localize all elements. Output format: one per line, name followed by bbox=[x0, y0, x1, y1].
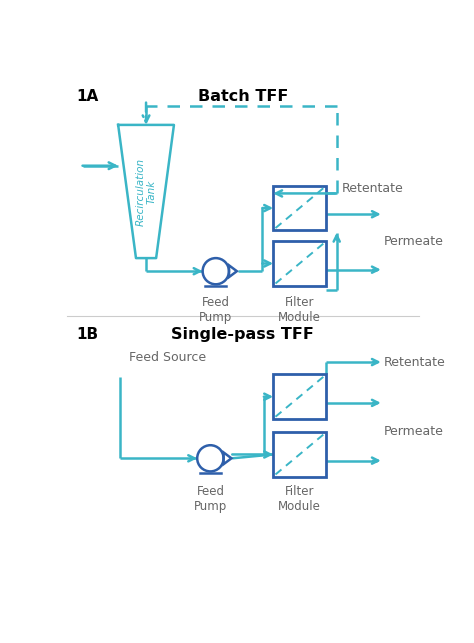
Text: Filter
Module: Filter Module bbox=[278, 296, 321, 324]
Bar bbox=[273, 432, 326, 477]
Text: Filter
Module: Filter Module bbox=[278, 485, 321, 513]
Text: Retentate: Retentate bbox=[341, 183, 403, 195]
Text: 1B: 1B bbox=[76, 327, 99, 343]
Text: Batch TFF: Batch TFF bbox=[198, 89, 288, 104]
Text: Feed
Pump: Feed Pump bbox=[194, 485, 227, 513]
Text: Feed Source: Feed Source bbox=[129, 351, 206, 365]
Bar bbox=[273, 374, 326, 419]
Text: Feed
Pump: Feed Pump bbox=[199, 296, 232, 324]
Text: 1A: 1A bbox=[76, 89, 99, 104]
Bar bbox=[273, 241, 326, 286]
Text: Single-pass TFF: Single-pass TFF bbox=[172, 327, 314, 343]
Text: Permeate: Permeate bbox=[384, 425, 444, 439]
Text: Retentate: Retentate bbox=[384, 356, 446, 368]
Bar bbox=[273, 186, 326, 230]
Text: Recirculation
Tank: Recirculation Tank bbox=[135, 158, 157, 226]
Text: Permeate: Permeate bbox=[384, 235, 444, 248]
